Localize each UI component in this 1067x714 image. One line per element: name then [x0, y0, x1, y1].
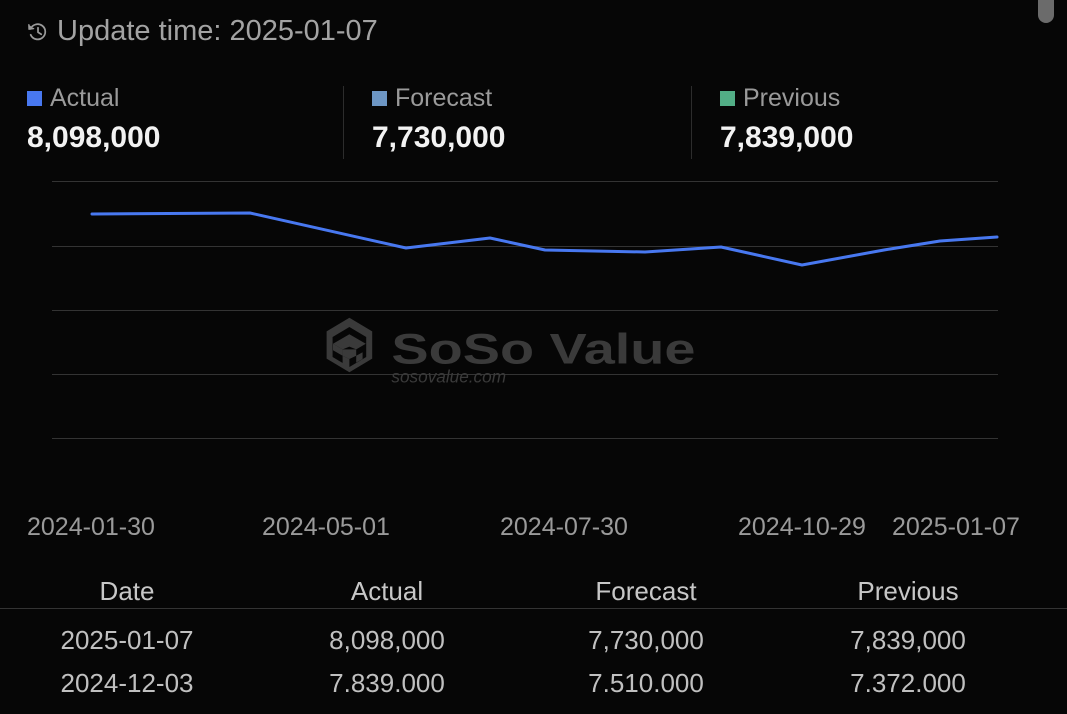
svg-text:sosovalue.com: sosovalue.com [391, 367, 506, 387]
svg-text:SoSo Value: SoSo Value [391, 325, 695, 372]
